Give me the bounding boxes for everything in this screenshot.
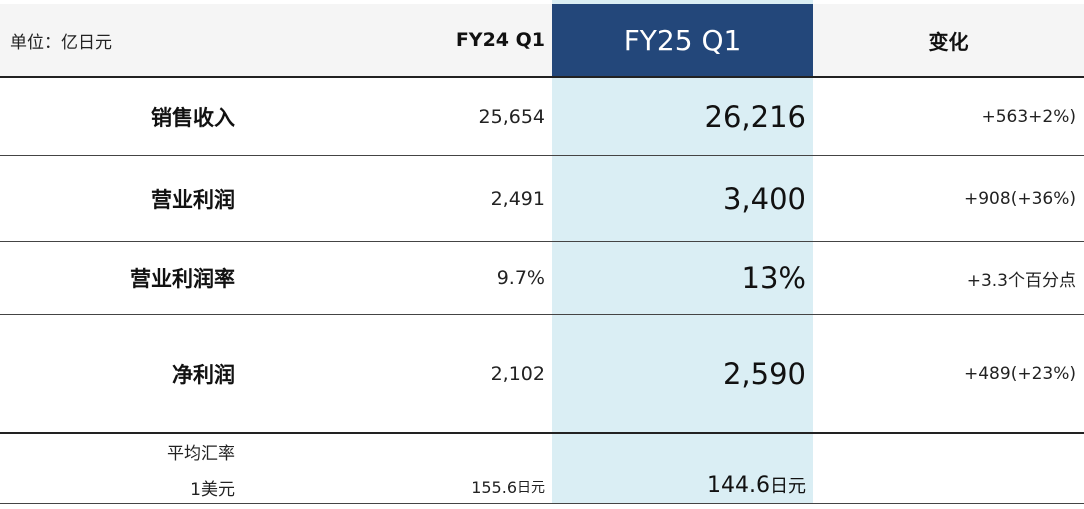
table-bottom-border <box>0 503 1084 504</box>
fx-fy24-unit: 日元 <box>517 480 545 496</box>
fx-fy24-number: 155.6 <box>471 477 517 497</box>
header-divider <box>0 76 1084 78</box>
row-label: 营业利润率 <box>130 267 235 291</box>
fx-fy25-unit: 日元 <box>770 476 806 497</box>
fx-divider <box>0 432 1084 434</box>
header-background <box>0 4 1084 76</box>
change-value: +3.3个百分点 <box>966 270 1076 291</box>
fy25-value: 13% <box>741 261 806 295</box>
fy24-value: 2,491 <box>490 187 545 210</box>
fy25-header-highlight <box>552 4 813 77</box>
fy24-value: 9.7% <box>496 267 545 289</box>
row-divider <box>0 314 1084 315</box>
header-fy24: FY24 Q1 <box>455 29 545 51</box>
fx-label-line1: 平均汇率 <box>167 443 235 464</box>
change-value: +908(+36%) <box>964 188 1076 209</box>
fx-label-line2: 1美元 <box>190 479 235 500</box>
fx-fy25-value: 144.6 日元 <box>560 468 806 502</box>
row-label: 营业利润 <box>151 187 235 212</box>
unit-label: 单位：亿日元 <box>10 32 112 53</box>
fx-fy24-value: 155.6 日元 <box>380 472 545 502</box>
fy25-value: 26,216 <box>704 99 806 134</box>
row-divider <box>0 155 1084 156</box>
row-label: 销售收入 <box>151 105 235 130</box>
fx-fy25-number: 144.6 <box>707 472 770 498</box>
header-change: 变化 <box>928 29 969 54</box>
fy25-value: 2,590 <box>722 356 806 391</box>
fy25-column-highlight <box>552 0 813 503</box>
row-label: 净利润 <box>172 362 235 387</box>
change-value: +563+2%) <box>981 106 1076 127</box>
row-divider <box>0 241 1084 242</box>
fy24-value: 25,654 <box>478 105 545 128</box>
header-fy25: FY25 Q1 <box>623 24 742 57</box>
change-value: +489(+23%) <box>964 363 1076 384</box>
fy25-value: 3,400 <box>722 181 806 216</box>
fy24-value: 2,102 <box>490 362 545 385</box>
